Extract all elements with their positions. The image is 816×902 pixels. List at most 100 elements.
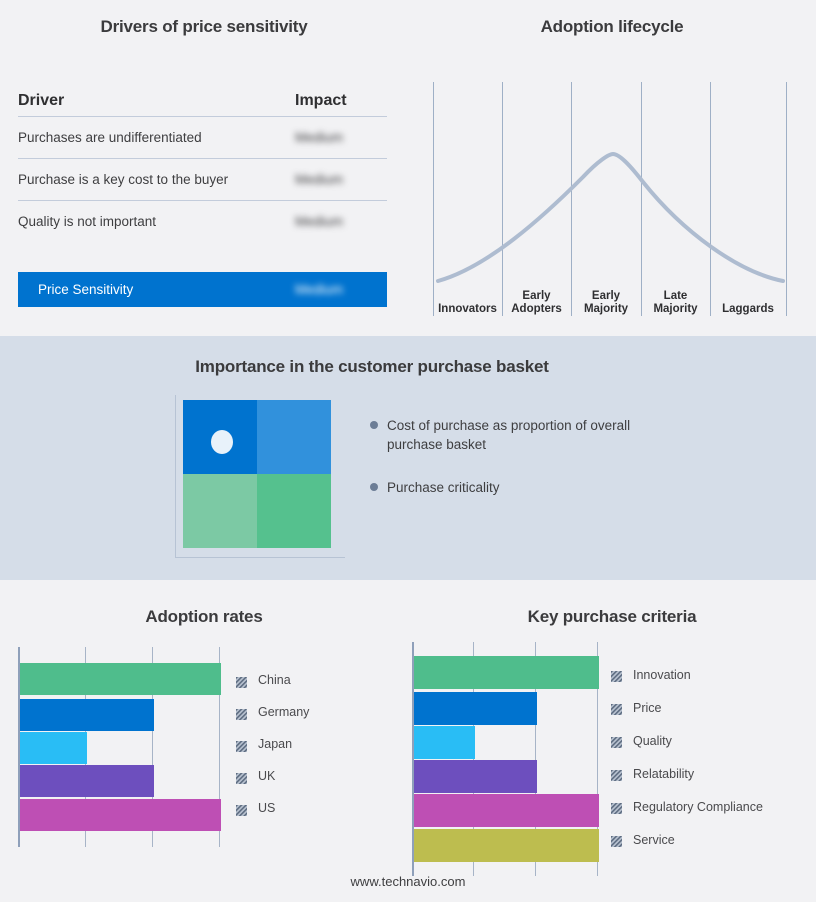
legend-label: Price	[633, 700, 662, 715]
driver-name: Quality is not important	[18, 214, 157, 229]
quadrant-y-axis	[175, 395, 176, 558]
driver-name: Purchases are undifferentiated	[18, 130, 202, 145]
footer-url[interactable]: www.technavio.com	[350, 874, 466, 889]
bar-japan	[20, 732, 87, 764]
table-rule	[18, 200, 387, 201]
legend-label: Regulatory Compliance	[633, 799, 763, 814]
lifecycle-title: Adoption lifecycle	[540, 17, 684, 36]
gridline	[535, 642, 536, 876]
middle-section-background	[0, 336, 816, 580]
driver-impact: Medium	[295, 172, 387, 187]
quadrant-cell-bottom-left	[183, 474, 257, 548]
bar-regulatory-compliance	[414, 794, 599, 827]
hatched-swatch-icon	[236, 739, 247, 752]
importance-panel: Importance in the customer purchase bask…	[0, 336, 816, 580]
bar-us	[20, 799, 221, 831]
hatched-swatch-icon	[611, 735, 622, 748]
driver-name: Purchase is a key cost to the buyer	[18, 172, 229, 187]
legend-label: Germany	[258, 705, 310, 719]
impact-value-blurred: Medium	[295, 172, 344, 187]
drivers-title: Drivers of price sensitivity	[100, 17, 308, 36]
legend-item-germany: Germany	[236, 696, 309, 728]
hatched-swatch-icon	[236, 707, 247, 720]
impact-value-blurred: Medium	[295, 282, 344, 297]
driver-impact: Medium	[295, 214, 387, 229]
gridline	[597, 642, 598, 876]
legend-item-china: China	[236, 664, 309, 696]
lifecycle-stage-early-majority: Early Majority	[583, 290, 629, 315]
purchase-criteria-y-axis	[412, 642, 414, 876]
legend-item-quality: Quality	[611, 724, 763, 757]
lifecycle-divider	[786, 82, 787, 287]
bar-germany	[20, 699, 154, 731]
lifecycle-divider	[502, 82, 503, 287]
legend-item-japan: Japan	[236, 728, 309, 760]
bar-relatability	[414, 760, 537, 793]
table-row: Quality is not important Medium	[18, 201, 387, 242]
lifecycle-stage-innovators: Innovators	[438, 303, 497, 315]
impact-value-blurred: Medium	[295, 214, 344, 229]
legend-item-regulatory-compliance: Regulatory Compliance	[611, 790, 763, 823]
driver-impact: Medium	[295, 130, 387, 145]
gridline	[473, 642, 474, 876]
quadrant-grid	[183, 400, 331, 548]
table-row: Purchases are undifferentiated Medium	[18, 117, 387, 158]
lifecycle-divider	[710, 82, 711, 287]
impact-value-blurred: Medium	[295, 130, 344, 145]
adoption-rates-panel: Adoption rates China Ger	[0, 580, 408, 902]
lifecycle-tick	[786, 282, 787, 316]
gridline	[219, 647, 220, 847]
table-rule	[18, 158, 387, 159]
bar-quality	[414, 726, 475, 759]
importance-legend: Cost of purchase as proportion of overal…	[370, 416, 670, 521]
hatched-swatch-icon	[611, 669, 622, 682]
legend-item-us: US	[236, 792, 309, 824]
table-row: Purchase is a key cost to the buyer Medi…	[18, 159, 387, 200]
lifecycle-tick	[502, 282, 503, 316]
importance-legend-label: Cost of purchase as proportion of overal…	[387, 418, 631, 452]
quadrant-position-marker	[211, 430, 233, 454]
bullet-dot-icon	[370, 421, 378, 429]
lifecycle-stage-labels: Innovators Early Adopters Early Majority…	[433, 282, 787, 316]
legend-label: China	[258, 673, 291, 687]
hatched-swatch-icon	[236, 803, 247, 816]
hatched-swatch-icon	[611, 834, 622, 847]
legend-label: US	[258, 801, 276, 815]
lifecycle-tick	[710, 282, 711, 316]
hatched-swatch-icon	[611, 768, 622, 781]
purchase-criteria-plot-area	[412, 642, 599, 876]
lifecycle-tick	[641, 282, 642, 316]
lifecycle-divider	[641, 82, 642, 287]
legend-label: UK	[258, 769, 276, 783]
list-item: Cost of purchase as proportion of overal…	[370, 416, 670, 454]
hatched-swatch-icon	[236, 771, 247, 784]
table-rule	[18, 116, 387, 117]
price-sensitivity-impact: Medium	[295, 282, 387, 297]
adoption-rates-title: Adoption rates	[145, 607, 263, 626]
importance-title: Importance in the customer purchase bask…	[195, 357, 549, 376]
lifecycle-stage-early-adopters: Early Adopters	[511, 290, 562, 315]
legend-item-price: Price	[611, 691, 763, 724]
column-header-driver: Driver	[18, 92, 65, 109]
purchase-criteria-legend: Innovation Price Quality Relatability	[611, 658, 763, 856]
lifecycle-divider	[571, 82, 572, 287]
importance-legend-label: Purchase criticality	[387, 480, 500, 495]
legend-label: Relatability	[633, 766, 695, 781]
adoption-rates-y-axis	[18, 647, 20, 847]
legend-label: Japan	[258, 737, 293, 751]
bullet-dot-icon	[370, 483, 378, 491]
list-item: Purchase criticality	[370, 478, 670, 497]
quadrant-x-axis	[175, 557, 345, 558]
importance-quadrant-chart	[175, 395, 345, 558]
lifecycle-tick	[571, 282, 572, 316]
adoption-curve-icon	[436, 151, 785, 283]
price-sensitivity-summary-row: Price Sensitivity Medium	[18, 272, 387, 307]
bar-uk	[20, 765, 154, 797]
lifecycle-tick	[433, 282, 434, 316]
legend-item-uk: UK	[236, 760, 309, 792]
bar-price	[414, 692, 537, 725]
quadrant-cell-bottom-right	[257, 474, 331, 548]
quadrant-cell-top-right	[257, 400, 331, 474]
lifecycle-stage-late-majority: Late Majority	[653, 290, 698, 315]
